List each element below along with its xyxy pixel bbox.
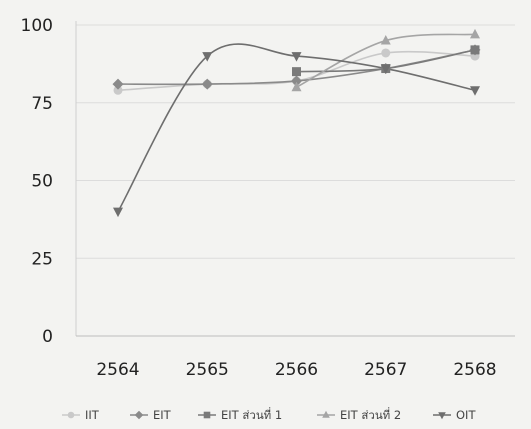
data-point [112,78,124,90]
data-point [201,78,213,90]
y-tick-label: 75 [31,94,53,114]
x-tick-label: 2565 [186,360,229,380]
y-tick-label: 50 [31,172,53,192]
legend-swatch-marker [134,410,144,420]
legend-label: EIT ส่วนที่ 2 [340,407,401,422]
data-point [470,45,480,55]
legend-label: EIT ส่วนที่ 1 [221,407,282,422]
data-point [202,52,213,62]
y-tick-label: 0 [42,327,53,347]
x-tick-label: 2568 [453,360,496,380]
legend-item: EIT [130,408,172,422]
legend-swatch-marker [438,412,446,420]
data-point [470,28,480,39]
series-markers [112,28,481,218]
data-point [380,35,391,45]
legend-swatch-marker [203,411,211,419]
x-tick-label: 2567 [364,360,407,380]
y-tick-label: 25 [31,249,53,269]
data-point [113,207,123,218]
data-point [291,81,302,92]
legend-label: OIT [456,408,476,422]
y-tick-label: 100 [21,16,53,36]
data-point [381,48,391,58]
series-line [117,43,476,212]
x-tick-label: 2564 [96,360,139,380]
axes [75,21,515,337]
legend-item: OIT [433,408,476,422]
gridlines [76,24,515,259]
data-point [292,67,301,77]
x-tick-label: 2566 [275,360,318,380]
legend-swatch-marker [322,410,330,418]
data-point [291,52,302,62]
legend-label: IIT [85,408,100,422]
legend-item: IIT [62,408,100,422]
legend-swatch-marker [67,411,75,419]
data-point [113,85,123,95]
legend-label: EIT [153,408,172,422]
data-point [291,75,302,87]
x-axis-ticks: 2564 2565 2566 2567 2568 [96,360,496,380]
y-axis-ticks: 0 25 50 75 100 [21,16,53,347]
data-point [470,86,480,96]
legend: IIT EIT EIT ส่วนที่ 1 EIT ส่วนที่ 2 OIT [62,407,476,422]
legend-item: EIT ส่วนที่ 1 [198,407,282,422]
data-point [380,64,391,75]
legend-item: EIT ส่วนที่ 2 [317,407,401,422]
